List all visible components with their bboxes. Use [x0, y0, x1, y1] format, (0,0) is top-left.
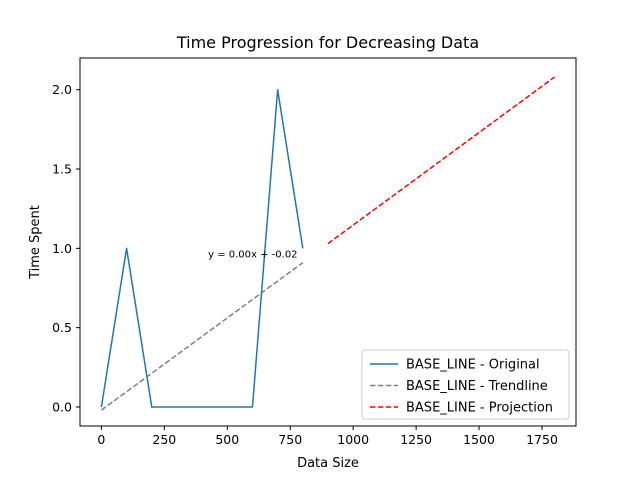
axes-frame	[79, 57, 577, 427]
x-tick-label: 750	[278, 432, 302, 447]
legend-label-3: BASE_LINE - Projection	[406, 401, 553, 416]
y-axis-label: Time Spent	[28, 205, 43, 280]
legend-label-1: BASE_LINE - Original	[406, 358, 540, 373]
legend-label-2: BASE_LINE - Trendline	[406, 379, 548, 394]
x-tick-label: 250	[152, 432, 176, 447]
legend-box	[361, 349, 570, 420]
legend: BASE_LINE - Original BASE_LINE - Trendlin…	[361, 349, 570, 420]
trendline-equation-annotation: y = 0.00x + -0.02	[208, 250, 297, 261]
y-tick-label: 0.0	[52, 399, 72, 414]
x-tick-label: 1250	[400, 432, 432, 447]
y-axis: 0.0 0.5 1.0 1.5 2.0	[52, 82, 80, 414]
series-group	[100, 76, 556, 411]
y-tick-label: 1.0	[52, 241, 72, 256]
y-tick-label: 2.0	[52, 82, 72, 97]
series-line-3	[327, 76, 556, 245]
x-tick-label: 500	[215, 432, 239, 447]
x-tick-label: 0	[97, 432, 105, 447]
chart-title: Time Progression for Decreasing Data	[176, 33, 479, 52]
series-line-1	[100, 88, 304, 408]
x-axis-label: Data Size	[297, 456, 359, 471]
x-tick-label: 1750	[526, 432, 558, 447]
plot-frame	[79, 57, 577, 427]
y-tick-label: 1.5	[52, 162, 72, 177]
x-tick-label: 1500	[463, 432, 495, 447]
x-axis: 0 250 500 750 1000 1250 1500 1750	[97, 426, 558, 447]
series-line-2	[100, 262, 304, 411]
y-tick-label: 0.5	[52, 320, 72, 335]
x-tick-label: 1000	[337, 432, 369, 447]
